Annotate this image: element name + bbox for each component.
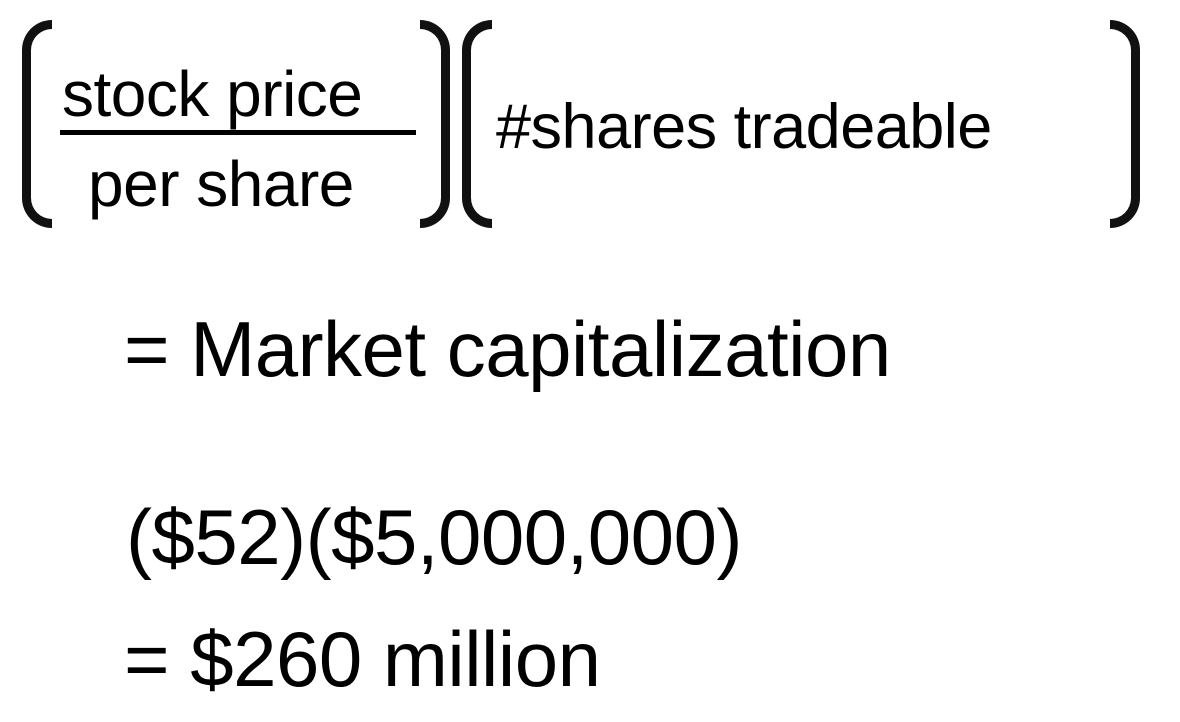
fraction-numerator: stock price: [62, 58, 363, 130]
right-bracket-1: [420, 20, 450, 228]
right-bracket-2: [1110, 20, 1140, 228]
left-bracket-1: [22, 20, 52, 228]
example-answer-line: = $260 million: [124, 615, 601, 703]
left-bracket-2: [462, 20, 492, 228]
fraction-denominator: per share: [88, 148, 354, 220]
fraction-bar: [60, 130, 416, 135]
shares-tradeable-text: #shares tradeable: [496, 92, 992, 162]
example-product-line: ($52)($5,000,000): [126, 493, 742, 581]
market-cap-line: = Market capitalization: [124, 305, 891, 393]
